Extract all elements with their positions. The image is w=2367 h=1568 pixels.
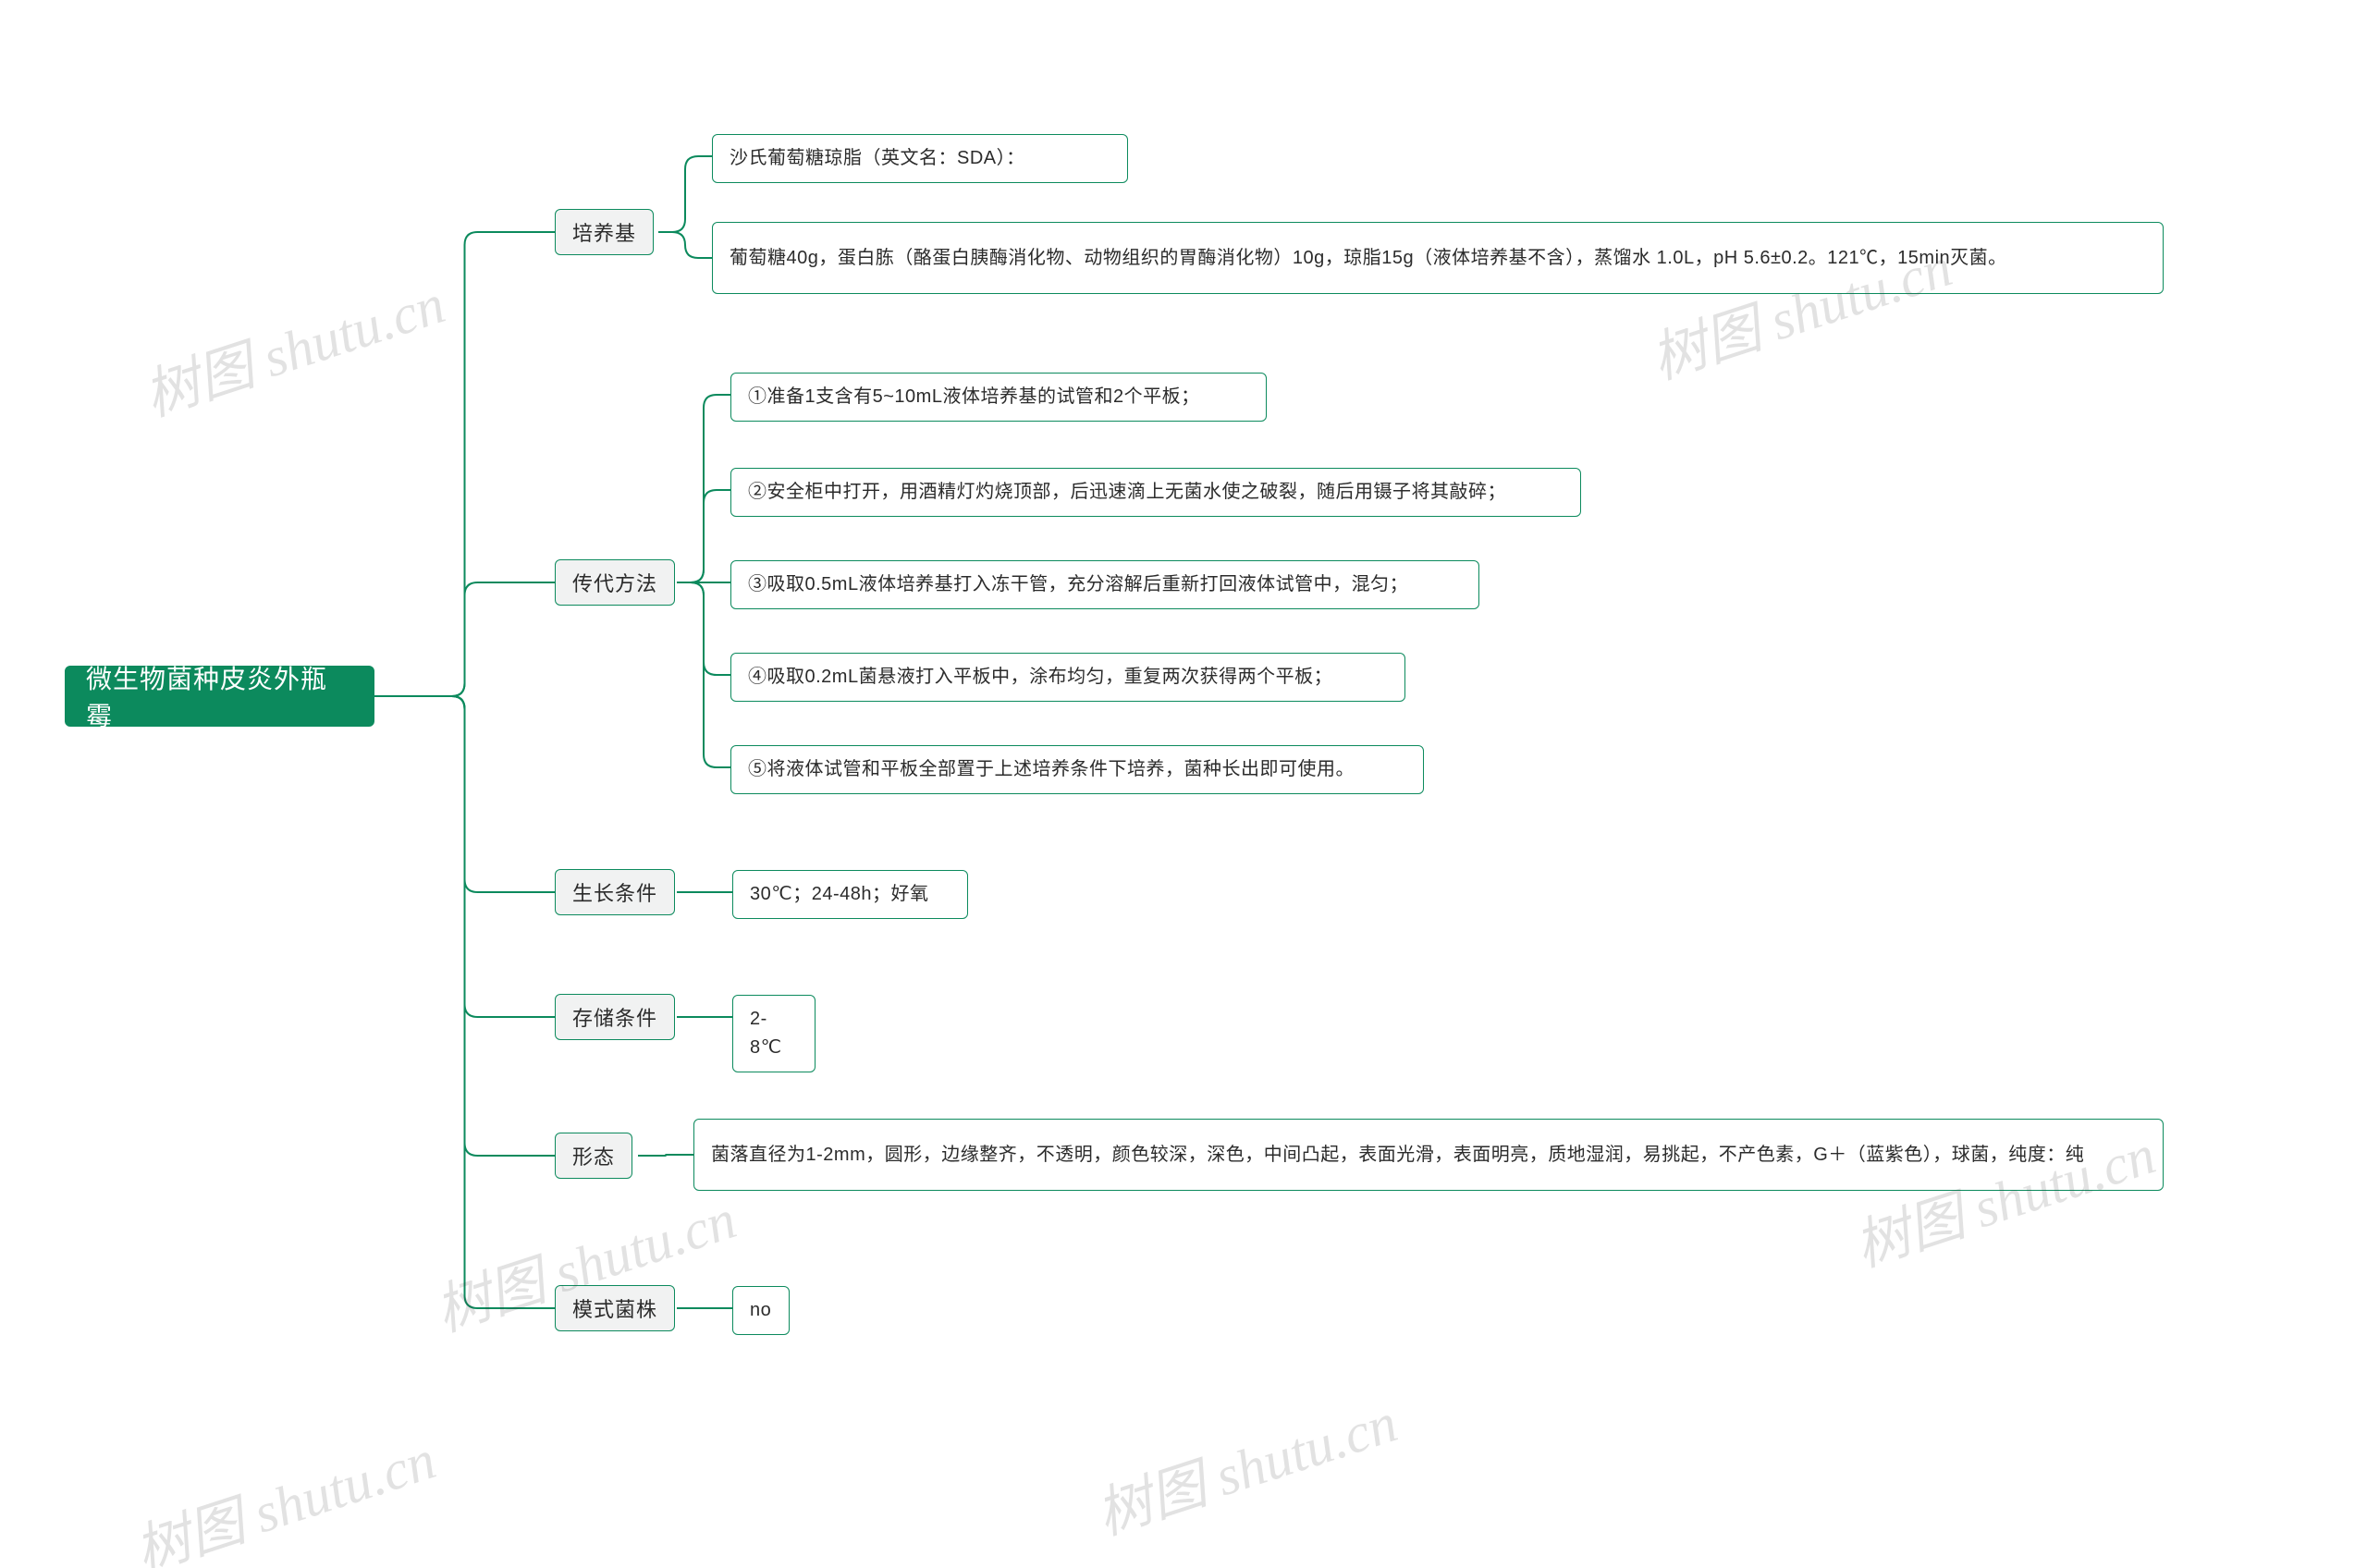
leaf-sub_2: ②安全柜中打开，用酒精灯灼烧顶部，后迅速滴上无菌水使之破裂，随后用镊子将其敲碎； [730, 468, 1581, 517]
leaf-medium_sda: 沙氏葡萄糖琼脂（英文名：SDA）： [712, 134, 1128, 183]
branch-label: 培养基 [572, 217, 636, 247]
leaf-text: ①准备1支含有5~10mL液体培养基的试管和2个平板； [748, 383, 1200, 411]
leaf-text: 菌落直径为1-2mm，圆形，边缘整齐，不透明，颜色较深，深色，中间凸起，表面光滑… [711, 1141, 2084, 1170]
branch-medium[interactable]: 培养基 [555, 209, 654, 255]
root-label: 微生物菌种皮炎外瓶霉 [86, 659, 353, 733]
leaf-text: ④吸取0.2mL菌悬液打入平板中，涂布均匀，重复两次获得两个平板； [748, 663, 1332, 692]
leaf-growth_v: 30℃；24-48h；好氧 [732, 870, 968, 919]
leaf-medium_recipe: 葡萄糖40g，蛋白胨（酪蛋白胰酶消化物、动物组织的胃酶消化物）10g，琼脂15g… [712, 222, 2164, 294]
branch-label: 模式菌株 [572, 1293, 657, 1323]
branch-type[interactable]: 模式菌株 [555, 1285, 675, 1331]
leaf-text: 沙氏葡萄糖琼脂（英文名：SDA）： [730, 144, 1025, 173]
branch-label: 形态 [572, 1141, 615, 1170]
leaf-text: 30℃；24-48h；好氧 [750, 880, 928, 909]
leaf-sub_3: ③吸取0.5mL液体培养基打入冻干管，充分溶解后重新打回液体试管中，混匀； [730, 560, 1479, 609]
leaf-sub_1: ①准备1支含有5~10mL液体培养基的试管和2个平板； [730, 373, 1267, 422]
leaf-storage_v: 2-8℃ [732, 995, 816, 1072]
leaf-text: ③吸取0.5mL液体培养基打入冻干管，充分溶解后重新打回液体试管中，混匀； [748, 570, 1408, 599]
branch-morph[interactable]: 形态 [555, 1133, 632, 1179]
branch-label: 传代方法 [572, 568, 657, 597]
branch-label: 生长条件 [572, 877, 657, 907]
branch-label: 存储条件 [572, 1002, 657, 1032]
branch-subculture[interactable]: 传代方法 [555, 559, 675, 606]
leaf-text: ②安全柜中打开，用酒精灯灼烧顶部，后迅速滴上无菌水使之破裂，随后用镊子将其敲碎； [748, 478, 1506, 507]
branch-growth[interactable]: 生长条件 [555, 869, 675, 915]
watermark: 树图 shutu.cn [123, 1415, 444, 1568]
leaf-text: 葡萄糖40g，蛋白胨（酪蛋白胰酶消化物、动物组织的胃酶消化物）10g，琼脂15g… [730, 244, 2007, 273]
watermark: 树图 shutu.cn [132, 259, 453, 432]
leaf-morph_v: 菌落直径为1-2mm，圆形，边缘整齐，不透明，颜色较深，深色，中间凸起，表面光滑… [693, 1119, 2164, 1191]
leaf-sub_5: ⑤将液体试管和平板全部置于上述培养条件下培养，菌种长出即可使用。 [730, 745, 1424, 794]
leaf-sub_4: ④吸取0.2mL菌悬液打入平板中，涂布均匀，重复两次获得两个平板； [730, 653, 1405, 702]
leaf-type_v: no [732, 1286, 790, 1335]
branch-storage[interactable]: 存储条件 [555, 994, 675, 1040]
watermark: 树图 shutu.cn [1085, 1378, 1405, 1550]
root-node[interactable]: 微生物菌种皮炎外瓶霉 [65, 666, 374, 727]
leaf-text: 2-8℃ [750, 1005, 798, 1062]
leaf-text: ⑤将液体试管和平板全部置于上述培养条件下培养，菌种长出即可使用。 [748, 755, 1355, 784]
leaf-text: no [750, 1296, 771, 1325]
